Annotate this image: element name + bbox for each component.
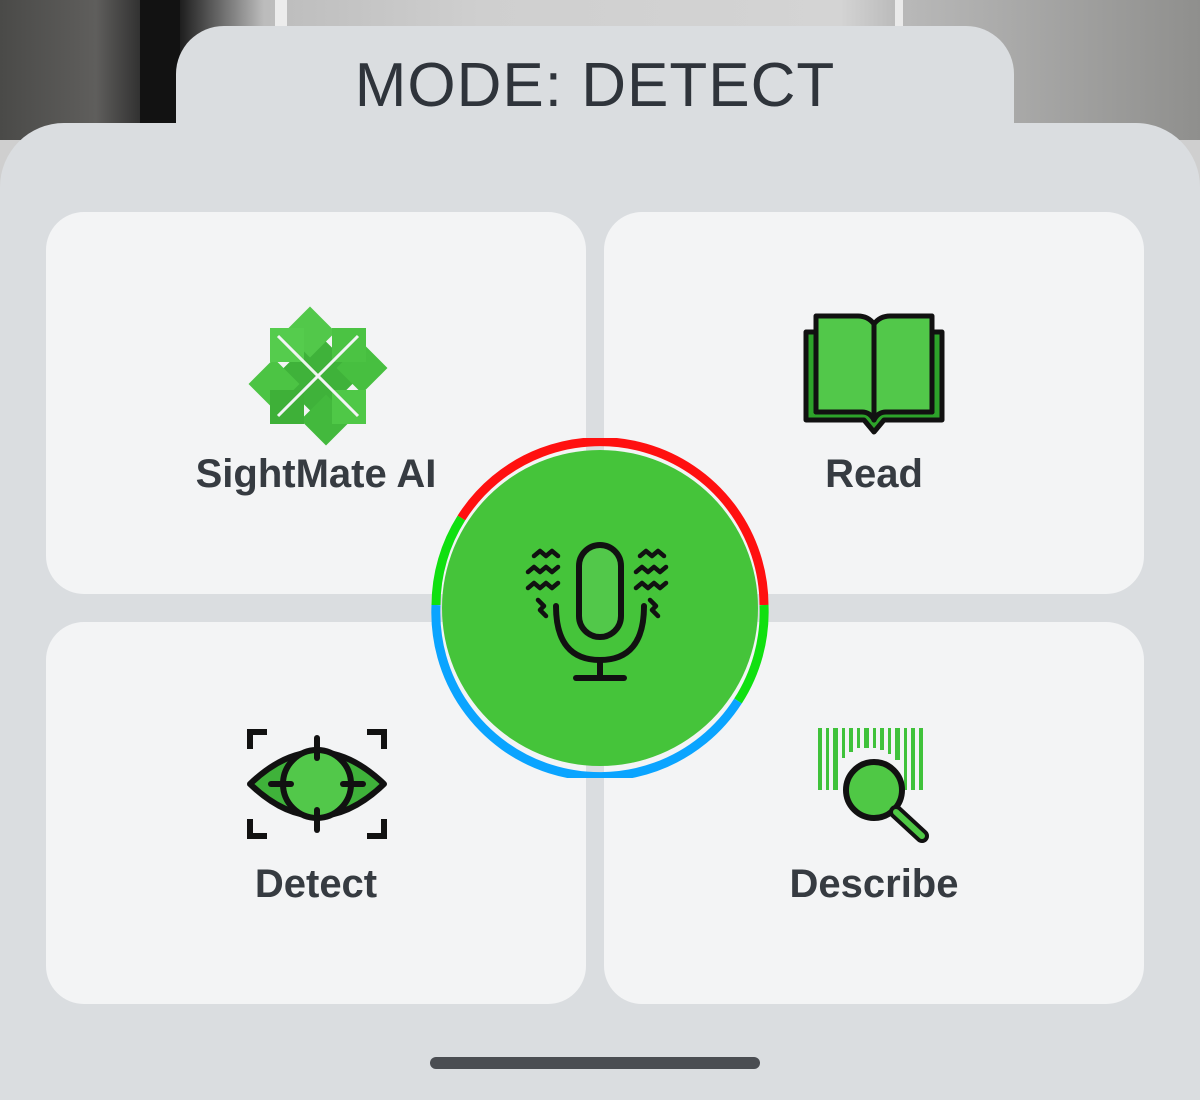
- barcode-search-icon: [814, 724, 938, 844]
- microphone-icon: [525, 542, 669, 681]
- sightmate-ai-label: SightMate AI: [195, 452, 437, 496]
- read-label: Read: [825, 452, 923, 496]
- detect-label: Detect: [254, 862, 378, 906]
- microphone-button[interactable]: [430, 437, 770, 782]
- mode-title: MODE: DETECT: [354, 51, 836, 120]
- home-indicator[interactable]: [430, 1057, 760, 1069]
- sightmate-logo-icon: [248, 306, 388, 446]
- camera-preview-detail: [140, 0, 180, 140]
- describe-label: Describe: [789, 862, 959, 906]
- eye-target-icon: [246, 728, 388, 840]
- book-icon: [802, 308, 946, 440]
